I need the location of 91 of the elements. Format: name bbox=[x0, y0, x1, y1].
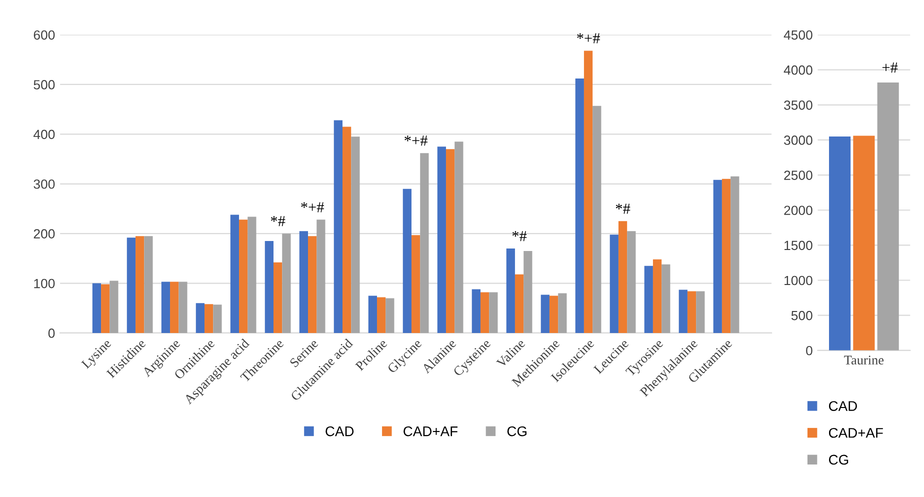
y-tick-label: 1000 bbox=[784, 276, 812, 286]
bar bbox=[829, 136, 851, 350]
bar bbox=[161, 282, 170, 333]
bar bbox=[248, 216, 256, 333]
bar bbox=[411, 235, 420, 333]
bar bbox=[644, 266, 653, 333]
bar bbox=[678, 290, 688, 333]
legend-label: CG bbox=[828, 454, 848, 465]
bar bbox=[627, 231, 636, 333]
bar bbox=[722, 178, 731, 333]
bar bbox=[299, 231, 308, 333]
bar bbox=[239, 220, 248, 333]
bar bbox=[454, 142, 464, 333]
y-tick-label: 0 bbox=[806, 346, 812, 356]
y-tick-label: 500 bbox=[791, 310, 812, 320]
bar bbox=[92, 283, 102, 333]
annotation: *# bbox=[512, 231, 527, 242]
bar bbox=[618, 221, 628, 333]
bar bbox=[575, 78, 584, 333]
bar bbox=[342, 126, 352, 333]
bar bbox=[480, 292, 490, 333]
bar bbox=[204, 304, 214, 333]
bar bbox=[334, 120, 342, 333]
bar bbox=[696, 291, 705, 333]
legend-label: CAD+AF bbox=[828, 428, 883, 438]
bar bbox=[489, 292, 498, 333]
bar bbox=[540, 294, 550, 333]
annotation: *# bbox=[270, 216, 286, 226]
bar bbox=[853, 136, 875, 350]
bar bbox=[170, 282, 179, 333]
bar bbox=[316, 220, 326, 333]
bar bbox=[386, 298, 394, 333]
bar bbox=[730, 176, 740, 333]
bar bbox=[196, 303, 205, 333]
legend-label: CAD bbox=[326, 426, 354, 436]
bar bbox=[524, 250, 532, 333]
bar bbox=[420, 153, 429, 333]
annotation: *+# bbox=[577, 33, 600, 44]
bar bbox=[713, 180, 722, 333]
bar bbox=[213, 304, 222, 333]
y-tick-label: 200 bbox=[34, 229, 55, 238]
bar bbox=[472, 289, 480, 333]
bar bbox=[101, 284, 110, 333]
annotation: *+# bbox=[301, 202, 324, 212]
bar bbox=[110, 280, 118, 333]
bar bbox=[558, 293, 567, 333]
y-tick-label: 400 bbox=[33, 130, 55, 140]
bar bbox=[351, 136, 360, 333]
y-tick-label: 0 bbox=[48, 328, 55, 338]
bar bbox=[402, 188, 412, 333]
bar bbox=[178, 282, 188, 333]
bar bbox=[652, 259, 662, 333]
bar bbox=[274, 262, 282, 333]
y-tick-label: 1500 bbox=[784, 240, 812, 250]
annotation: +# bbox=[882, 62, 898, 73]
bar bbox=[506, 248, 515, 333]
bar bbox=[514, 274, 524, 333]
bar bbox=[144, 236, 153, 333]
bar bbox=[687, 291, 696, 333]
bar bbox=[446, 149, 455, 333]
y-tick-label: 500 bbox=[34, 80, 55, 90]
y-tick-label: 4500 bbox=[784, 30, 812, 40]
legend-label: CAD bbox=[828, 401, 857, 411]
bar bbox=[282, 234, 291, 333]
bar bbox=[376, 297, 386, 333]
bar bbox=[877, 82, 899, 350]
y-tick-label: 2000 bbox=[784, 206, 812, 216]
annotation: *+# bbox=[404, 136, 428, 146]
bar bbox=[610, 234, 618, 333]
y-tick-label: 300 bbox=[34, 179, 55, 189]
bar bbox=[584, 50, 593, 333]
bar bbox=[592, 106, 602, 333]
bar bbox=[136, 236, 144, 333]
bar bbox=[264, 241, 274, 333]
bar bbox=[126, 238, 136, 333]
y-tick-label: 3500 bbox=[784, 100, 812, 110]
bar bbox=[368, 296, 377, 333]
y-tick-label: 3000 bbox=[784, 136, 812, 145]
y-tick-label: 600 bbox=[34, 30, 55, 40]
bar bbox=[308, 236, 317, 333]
legend-label: CAD+AF bbox=[404, 426, 458, 436]
annotation: *# bbox=[616, 204, 630, 214]
bar bbox=[230, 214, 240, 333]
bar bbox=[662, 264, 670, 333]
y-tick-label: 100 bbox=[34, 278, 55, 288]
bar bbox=[437, 146, 446, 333]
bar bbox=[549, 296, 558, 333]
legend-label: CG bbox=[507, 426, 526, 436]
x-tick-label: Taurine bbox=[844, 356, 884, 365]
y-tick-label: 2500 bbox=[784, 170, 812, 180]
y-tick-label: 4000 bbox=[784, 65, 812, 75]
